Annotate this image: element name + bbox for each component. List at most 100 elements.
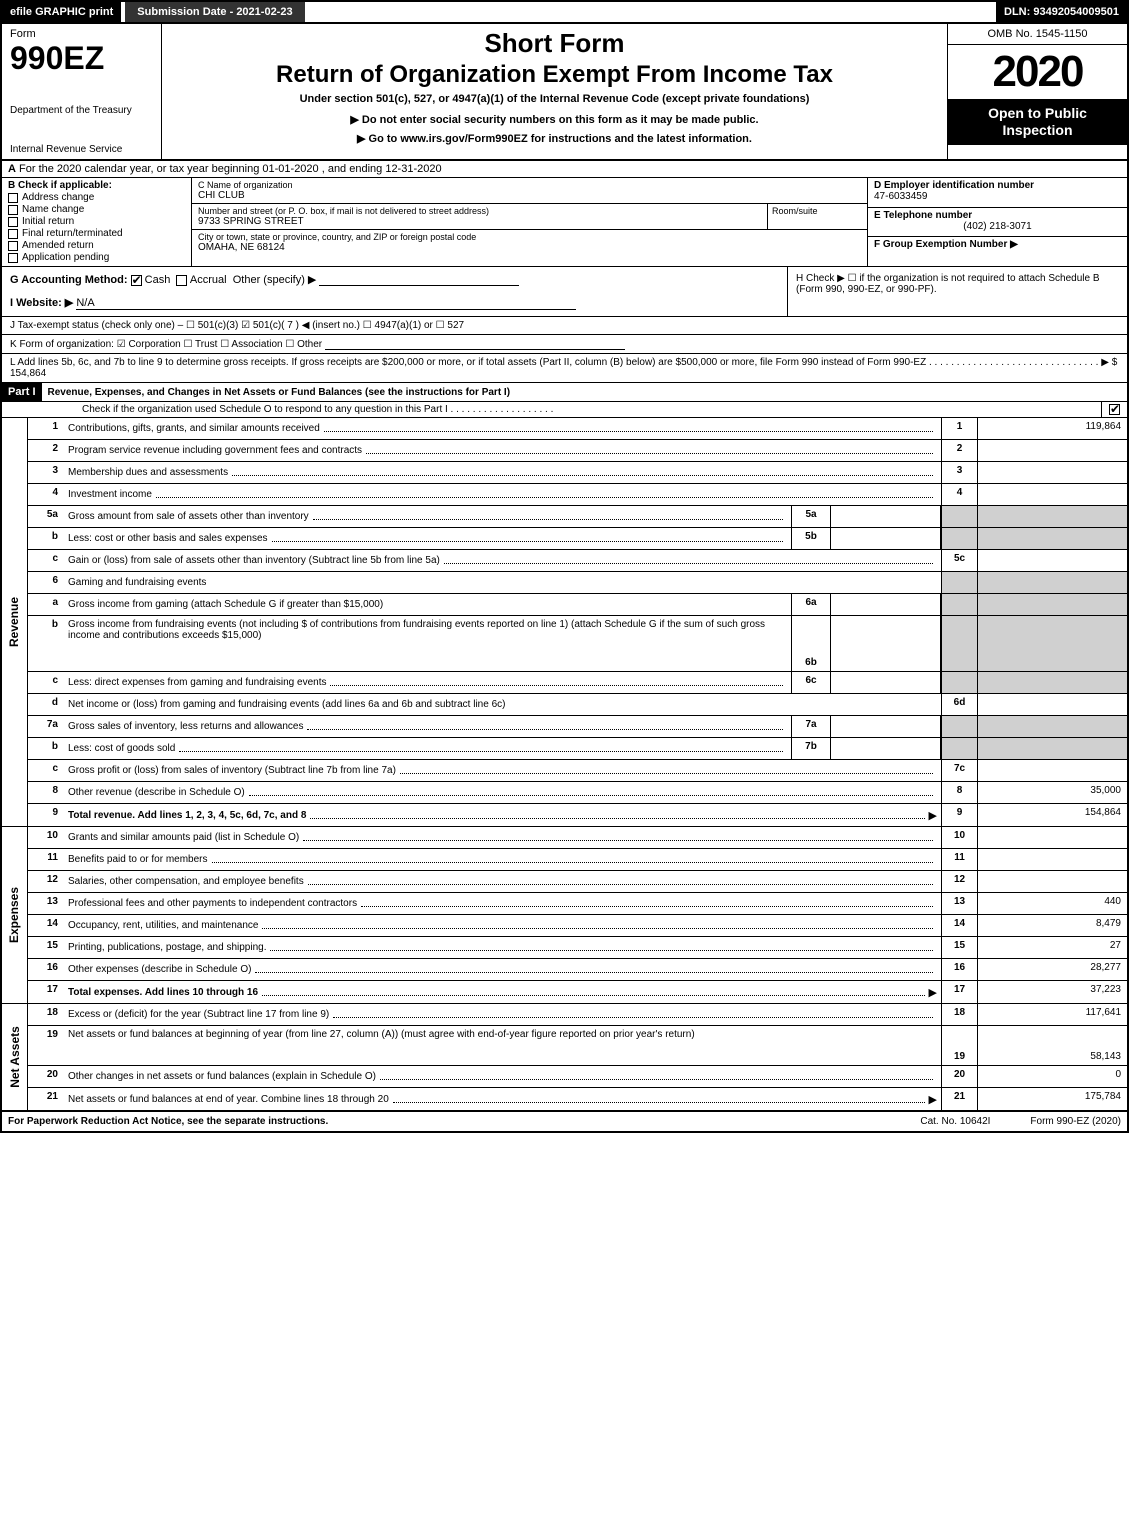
line-5a: 5a Gross amount from sale of assets othe…	[28, 506, 1127, 528]
right-val: 27	[977, 937, 1127, 958]
right-val: 8,479	[977, 915, 1127, 936]
omb-number: OMB No. 1545-1150	[948, 24, 1127, 45]
line-num: 13	[28, 893, 64, 914]
line-num: a	[28, 594, 64, 615]
right-num: 2	[941, 440, 977, 461]
main-title: Return of Organization Exempt From Incom…	[182, 61, 927, 89]
right-val	[977, 849, 1127, 870]
line-desc: Investment income	[64, 484, 941, 505]
line-desc: Net assets or fund balances at end of ye…	[64, 1088, 941, 1110]
line-desc: Other revenue (describe in Schedule O)	[64, 782, 941, 803]
line-num: 21	[28, 1088, 64, 1110]
submission-date: Submission Date - 2021-02-23	[125, 2, 304, 22]
dots-icon	[324, 425, 933, 432]
line-num: b	[28, 616, 64, 671]
desc-text: Net income or (loss) from gaming and fun…	[68, 699, 505, 710]
cb-cash[interactable]	[131, 275, 142, 286]
right-val	[977, 871, 1127, 892]
part-1-checkbox[interactable]	[1101, 402, 1127, 417]
desc-text: Less: cost or other basis and sales expe…	[68, 533, 268, 544]
cb-application-pending[interactable]: Application pending	[8, 252, 185, 263]
sub-val	[831, 506, 941, 527]
right-num: 5c	[941, 550, 977, 571]
sub-val	[831, 672, 941, 693]
dots-icon	[272, 535, 783, 542]
desc-text: Excess or (deficit) for the year (Subtra…	[68, 1009, 329, 1020]
other-underline[interactable]	[319, 274, 519, 286]
line-num: 10	[28, 827, 64, 848]
desc-text: Total revenue. Add lines 1, 2, 3, 4, 5c,…	[68, 810, 306, 821]
right-val: 35,000	[977, 782, 1127, 803]
line-num: d	[28, 694, 64, 715]
accrual-label: Accrual	[190, 274, 227, 286]
opt-label: Application pending	[22, 252, 109, 263]
ein-label: D Employer identification number	[874, 180, 1121, 191]
line-11: 11 Benefits paid to or for members 11	[28, 849, 1127, 871]
cb-address-change[interactable]: Address change	[8, 192, 185, 203]
dots-icon	[308, 878, 933, 885]
netassets-side-label: Net Assets	[2, 1004, 28, 1110]
right-val	[977, 572, 1127, 593]
right-num: 15	[941, 937, 977, 958]
right-num	[941, 506, 977, 527]
line-num: 18	[28, 1004, 64, 1025]
row-a-tax-year: A For the 2020 calendar year, or tax yea…	[2, 161, 1127, 178]
netassets-grid: Net Assets 18 Excess or (deficit) for th…	[2, 1004, 1127, 1110]
cb-amended-return[interactable]: Amended return	[8, 240, 185, 251]
line-num: 14	[28, 915, 64, 936]
right-val: 28,277	[977, 959, 1127, 980]
line-num: 16	[28, 959, 64, 980]
right-num: 7c	[941, 760, 977, 781]
arrow-icon: ▶	[929, 1093, 937, 1106]
org-name-row: C Name of organization CHI CLUB	[192, 178, 867, 204]
cb-final-return[interactable]: Final return/terminated	[8, 228, 185, 239]
right-val	[977, 550, 1127, 571]
group-exemption-label: F Group Exemption Number ▶	[874, 239, 1018, 250]
right-num: 1	[941, 418, 977, 439]
desc-text: Gross amount from sale of assets other t…	[68, 511, 309, 522]
room-suite: Room/suite	[767, 204, 867, 229]
line-desc: Total revenue. Add lines 1, 2, 3, 4, 5c,…	[64, 804, 941, 826]
dots-icon	[330, 679, 783, 686]
goto-link[interactable]: ▶ Go to www.irs.gov/Form990EZ for instru…	[182, 132, 927, 145]
right-num	[941, 528, 977, 549]
cb-name-change[interactable]: Name change	[8, 204, 185, 215]
sub-num: 6b	[791, 616, 831, 671]
dots-icon	[310, 812, 924, 819]
line-6b: b Gross income from fundraising events (…	[28, 616, 1127, 672]
right-num	[941, 594, 977, 615]
right-num	[941, 672, 977, 693]
line-desc: Gross profit or (loss) from sales of inv…	[64, 760, 941, 781]
line-num: b	[28, 528, 64, 549]
line-num: 12	[28, 871, 64, 892]
line-num: 11	[28, 849, 64, 870]
line-7b: b Less: cost of goods sold 7b	[28, 738, 1127, 760]
right-val: 119,864	[977, 418, 1127, 439]
arrow-icon: ▶	[929, 986, 937, 999]
line-21: 21 Net assets or fund balances at end of…	[28, 1088, 1127, 1110]
website-value: N/A	[76, 297, 576, 310]
gh-right: H Check ▶ ☐ if the organization is not r…	[787, 267, 1127, 316]
line-desc: Salaries, other compensation, and employ…	[64, 871, 941, 892]
phone-label: E Telephone number	[874, 210, 1121, 221]
other-label: Other (specify) ▶	[233, 274, 317, 286]
right-num: 11	[941, 849, 977, 870]
netassets-text: Net Assets	[8, 1026, 22, 1088]
desc-text: Net assets or fund balances at end of ye…	[68, 1094, 389, 1105]
cb-accrual[interactable]	[176, 275, 187, 286]
line-num: b	[28, 738, 64, 759]
short-form-title: Short Form	[182, 28, 927, 59]
subtitle-section: Under section 501(c), 527, or 4947(a)(1)…	[182, 93, 927, 105]
line-num: c	[28, 760, 64, 781]
line-9: 9 Total revenue. Add lines 1, 2, 3, 4, 5…	[28, 804, 1127, 826]
cb-initial-return[interactable]: Initial return	[8, 216, 185, 227]
line-desc: Gross income from gaming (attach Schedul…	[64, 594, 791, 615]
line-desc: Net income or (loss) from gaming and fun…	[64, 694, 941, 715]
sub-num: 6c	[791, 672, 831, 693]
org-name-value: CHI CLUB	[198, 190, 861, 201]
expenses-text: Expenses	[8, 887, 22, 943]
right-val	[977, 506, 1127, 527]
dots-icon	[303, 834, 933, 841]
efile-print-button[interactable]: efile GRAPHIC print	[2, 2, 121, 22]
line-num: 15	[28, 937, 64, 958]
